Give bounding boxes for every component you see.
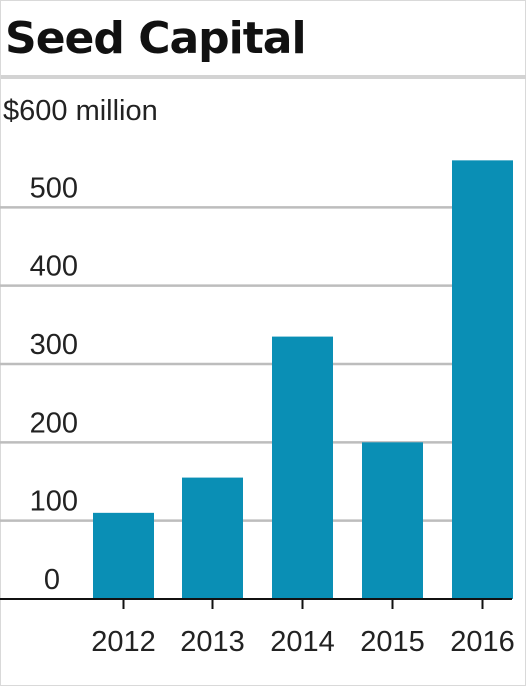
- x-axis: [0, 598, 512, 609]
- chart-title: Seed Capital: [5, 13, 307, 64]
- x-tick-label: 2014: [270, 626, 335, 658]
- bar-2013: [182, 477, 243, 599]
- x-tick-label: 2013: [180, 626, 245, 658]
- x-tick-labels: 2012 2013 2014 2015 2016: [91, 626, 515, 658]
- bar-2015: [362, 442, 423, 599]
- y-tick-label: 400: [30, 251, 78, 283]
- y-tick-label: 200: [30, 407, 78, 439]
- y-tick-labels: 0 100 200 300 400 500: [30, 172, 78, 596]
- bar-2014: [272, 336, 333, 599]
- y-tick-label: 500: [30, 172, 78, 204]
- x-tick-label: 2012: [91, 626, 156, 658]
- bars: [93, 160, 513, 600]
- title-divider: [1, 75, 526, 79]
- x-tick-label: 2016: [450, 626, 515, 658]
- bar-2016: [452, 160, 513, 600]
- x-tick-label: 2015: [360, 626, 425, 658]
- bar-2012: [93, 512, 154, 599]
- y-tick-label: 0: [44, 564, 60, 596]
- y-tick-label: 100: [30, 486, 78, 518]
- gridlines: [0, 206, 512, 522]
- y-axis-unit-label: $600 million: [3, 95, 158, 127]
- y-tick-label: 300: [30, 329, 78, 361]
